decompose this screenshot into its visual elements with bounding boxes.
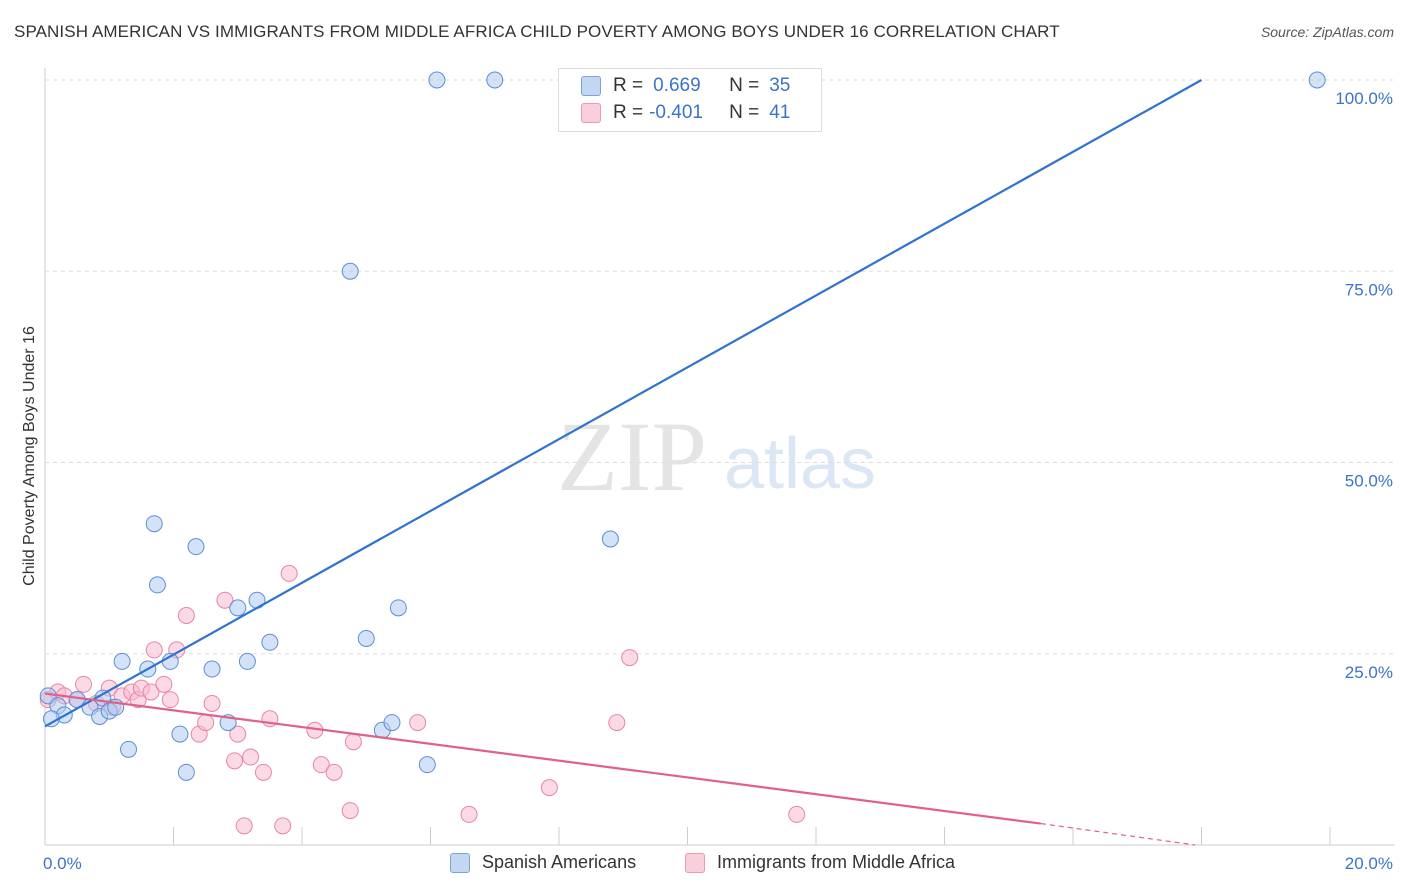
legend-item-immigrants-middle-africa: Immigrants from Middle Africa <box>685 852 955 873</box>
data-point-immigrants-middle-africa <box>254 763 272 781</box>
series-legend: Spanish Americans Immigrants from Middle… <box>0 852 1406 878</box>
data-point-spanish-americans <box>428 71 446 89</box>
legend-label: Spanish Americans <box>482 852 637 872</box>
data-point-immigrants-middle-africa <box>177 607 195 624</box>
y-tick-label: 100.0% <box>1335 89 1393 108</box>
legend-r-label: R = <box>613 75 644 96</box>
trendlines <box>44 79 1203 846</box>
data-point-immigrants-middle-africa <box>409 714 427 732</box>
data-point-immigrants-middle-africa <box>142 683 160 701</box>
data-point-spanish-americans <box>261 633 279 651</box>
legend-item-spanish-americans: Spanish Americans <box>450 852 636 873</box>
legend-r-value: -0.401 <box>649 102 703 123</box>
data-point-spanish-americans <box>238 652 256 670</box>
data-point-immigrants-middle-africa <box>145 641 163 659</box>
trendline-immigrants-middle-africa-extension <box>1040 822 1196 846</box>
legend-r-label: R = <box>613 102 644 123</box>
data-point-spanish-americans <box>383 714 401 732</box>
y-tick-label: 25.0% <box>1345 663 1393 682</box>
data-point-immigrants-middle-africa <box>161 691 179 709</box>
watermark-zip: ZIP <box>557 401 707 512</box>
legend-label: Immigrants from Middle Africa <box>717 852 956 872</box>
legend-swatch-blue <box>450 852 470 873</box>
legend-swatch-pink <box>685 852 705 873</box>
data-point-spanish-americans <box>171 725 189 743</box>
tick-labels: 25.0% 50.0% 75.0% 100.0% 0.0% 20.0% <box>43 89 1393 873</box>
trendline-immigrants-middle-africa <box>44 692 1042 825</box>
y-tick-label: 50.0% <box>1345 472 1393 491</box>
series-immigrants-middle-africa <box>39 564 806 835</box>
legend-swatch-pink <box>581 103 601 123</box>
trendline-spanish-americans <box>44 79 1203 728</box>
data-point-immigrants-middle-africa <box>341 802 359 820</box>
correlation-legend: R = 0.669 N = 35 R = -0.401 N = 41 <box>558 68 822 132</box>
data-point-spanish-americans <box>229 599 247 617</box>
legend-n-value: 41 <box>769 102 791 123</box>
data-point-immigrants-middle-africa <box>155 675 173 693</box>
data-point-immigrants-middle-africa <box>229 725 247 743</box>
data-point-immigrants-middle-africa <box>197 714 215 732</box>
y-tick-label: 75.0% <box>1345 280 1393 299</box>
source-credit: Source: ZipAtlas.com <box>1260 24 1394 40</box>
data-point-spanish-americans <box>120 740 138 758</box>
data-point-spanish-americans <box>486 71 504 89</box>
axes <box>44 68 1395 846</box>
legend-swatch-blue <box>581 76 601 96</box>
data-point-spanish-americans <box>1308 71 1326 89</box>
legend-row-spanish-americans: R = 0.669 N = 35 <box>581 73 790 99</box>
data-point-spanish-americans <box>341 262 359 280</box>
data-point-spanish-americans <box>148 576 166 594</box>
data-point-immigrants-middle-africa <box>788 805 806 823</box>
data-point-immigrants-middle-africa <box>203 694 221 712</box>
x-tick-label-min: 0.0% <box>43 854 82 873</box>
legend-n-value: 35 <box>769 75 791 96</box>
data-point-spanish-americans <box>203 660 221 678</box>
data-point-immigrants-middle-africa <box>325 763 343 781</box>
chart-title: SPANISH AMERICAN VS IMMIGRANTS FROM MIDD… <box>14 22 1060 41</box>
watermark-atlas: atlas <box>724 424 876 504</box>
data-point-spanish-americans <box>177 763 195 781</box>
grid <box>45 79 1395 655</box>
data-point-spanish-americans <box>601 530 619 548</box>
data-point-immigrants-middle-africa <box>312 756 330 774</box>
watermark: ZIP atlas <box>557 401 876 512</box>
legend-n-label: N = <box>729 75 760 96</box>
data-point-immigrants-middle-africa <box>75 675 93 693</box>
data-point-immigrants-middle-africa <box>274 817 292 835</box>
legend-n-label: N = <box>729 102 760 123</box>
data-point-immigrants-middle-africa <box>621 649 639 667</box>
data-point-immigrants-middle-africa <box>226 752 244 770</box>
x-tick-label-max: 20.0% <box>1345 854 1393 873</box>
data-point-immigrants-middle-africa <box>242 748 260 766</box>
data-point-immigrants-middle-africa <box>280 564 298 582</box>
data-point-spanish-americans <box>145 515 163 533</box>
legend-r-value: 0.669 <box>653 75 701 96</box>
data-point-immigrants-middle-africa <box>344 733 362 751</box>
data-point-immigrants-middle-africa <box>460 805 478 823</box>
data-point-immigrants-middle-africa <box>216 591 234 609</box>
data-point-immigrants-middle-africa <box>540 779 558 797</box>
data-point-spanish-americans <box>187 538 205 556</box>
data-point-spanish-americans <box>418 756 436 774</box>
legend-row-immigrants-middle-africa: R = -0.401 N = 41 <box>581 100 790 126</box>
data-point-immigrants-middle-africa <box>608 714 626 732</box>
data-point-spanish-americans <box>357 629 375 647</box>
data-point-spanish-americans <box>113 652 131 670</box>
data-point-spanish-americans <box>389 599 407 617</box>
data-point-immigrants-middle-africa <box>235 817 253 835</box>
